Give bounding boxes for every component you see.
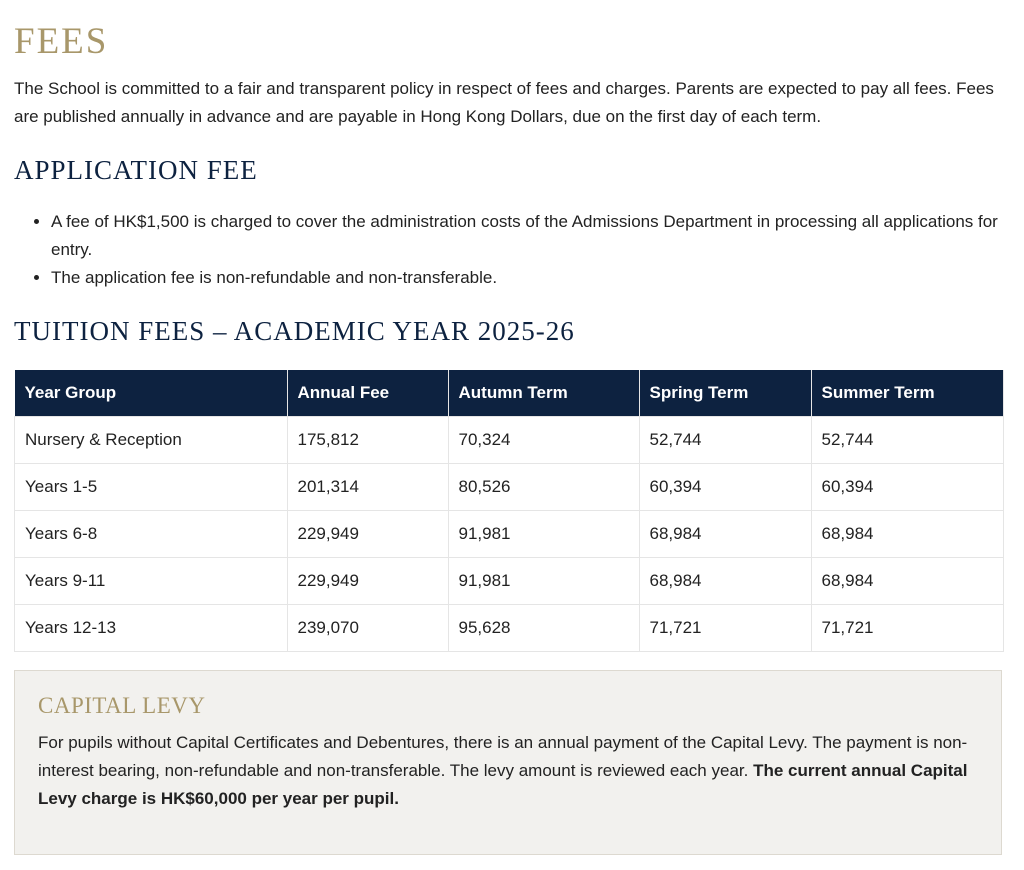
application-fee-list: A fee of HK$1,500 is charged to cover th… [14,208,1011,292]
table-cell: 71,721 [810,604,1004,652]
table-cell: 68,984 [638,557,812,605]
table-cell: 60,394 [638,463,812,511]
intro-text: The School is committed to a fair and tr… [14,79,994,126]
table-cell: Years 6-8 [14,510,288,558]
table-cell: Nursery & Reception [14,416,288,464]
table-cell: 68,984 [810,510,1004,558]
table-row: Years 12-13 239,070 95,628 71,721 71,721 [14,604,1004,652]
tuition-fees-heading: TUITION FEES – ACADEMIC YEAR 2025-26 [14,316,575,346]
table-cell: 60,394 [810,463,1004,511]
table-cell: 229,949 [286,557,449,605]
table-cell: 52,744 [638,416,812,464]
table-cell: 71,721 [638,604,812,652]
application-fee-heading: APPLICATION FEE [14,155,258,185]
capital-levy-body: For pupils without Capital Certificates … [38,733,968,780]
page-title: FEES [14,21,109,62]
column-header: Spring Term [639,370,812,417]
table-cell: 91,981 [447,557,640,605]
table-row: Nursery & Reception 175,812 70,324 52,744 52… [14,416,1004,464]
capital-levy-text: For pupils without Capital Certificates … [38,729,978,813]
table-row: Years 6-8 229,949 91,981 68,984 68,984 [14,510,1004,558]
table-cell: 175,812 [286,416,449,464]
tuition-fees-table: Year Group Annual Fee Autumn Term Spring… [14,370,1004,652]
table-cell: 95,628 [447,604,640,652]
table-cell: Years 12-13 [14,604,288,652]
table-cell: Years 1-5 [14,463,288,511]
table-cell: 68,984 [638,510,812,558]
table-cell: 68,984 [810,557,1004,605]
table-cell: 201,314 [286,463,449,511]
column-header: Autumn Term [448,370,640,417]
table-cell: 70,324 [447,416,640,464]
capital-levy-heading: CAPITAL LEVY [38,693,206,718]
table-cell: 91,981 [447,510,640,558]
table-header-row: Year Group Annual Fee Autumn Term Spring… [14,370,1004,417]
table-row: Years 1-5 201,314 80,526 60,394 60,394 [14,463,1004,511]
table-cell: 229,949 [286,510,449,558]
column-header: Year Group [14,370,288,417]
table-cell: Years 9-11 [14,557,288,605]
capital-levy-panel: CAPITAL LEVY For pupils without Capital … [14,670,1002,855]
table-cell: 52,744 [810,416,1004,464]
table-cell: 80,526 [447,463,640,511]
table-row: Years 9-11 229,949 91,981 68,984 68,984 [14,557,1004,605]
column-header: Annual Fee [287,370,449,417]
list-item: A fee of HK$1,500 is charged to cover th… [51,208,1011,264]
list-item: The application fee is non-refundable an… [51,264,1011,292]
capital-levy-charge: The current annual Capital Levy charge i… [38,761,968,808]
table-cell: 239,070 [286,604,449,652]
column-header: Summer Term [811,370,1004,417]
